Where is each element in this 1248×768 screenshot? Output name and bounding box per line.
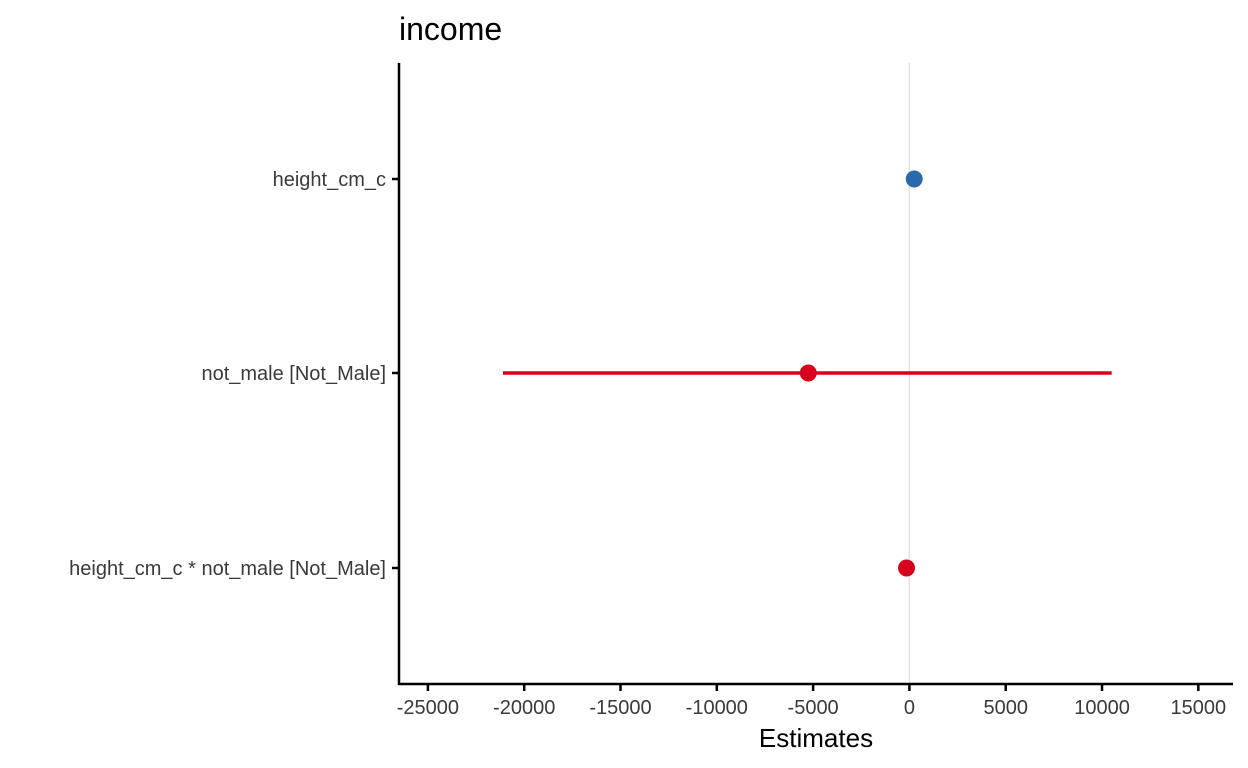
estimate-point bbox=[905, 170, 923, 188]
x-tick-label: -25000 bbox=[397, 697, 459, 719]
chart-title: income bbox=[399, 11, 502, 47]
x-tick-label: 0 bbox=[904, 697, 915, 719]
y-tick-label: height_cm_c bbox=[273, 169, 386, 191]
y-tick-label: not_male [Not_Male] bbox=[201, 363, 386, 385]
plot-area: -25000 -20000 -15000 -10000 -5000 0 5000 10000 1… bbox=[69, 63, 1233, 719]
x-tick-label: 10000 bbox=[1074, 697, 1130, 719]
estimate-point bbox=[898, 559, 916, 577]
x-tick-label: 5000 bbox=[983, 697, 1028, 719]
x-tick-label: -10000 bbox=[686, 697, 748, 719]
x-tick-label: -15000 bbox=[589, 697, 651, 719]
x-tick-label: -20000 bbox=[493, 697, 555, 719]
x-axis-title: Estimates bbox=[759, 723, 873, 753]
x-tick-label: 15000 bbox=[1171, 697, 1227, 719]
x-tick-label: -5000 bbox=[788, 697, 839, 719]
y-tick-label: height_cm_c * not_male [Not_Male] bbox=[69, 558, 386, 580]
estimate-point bbox=[799, 364, 817, 382]
